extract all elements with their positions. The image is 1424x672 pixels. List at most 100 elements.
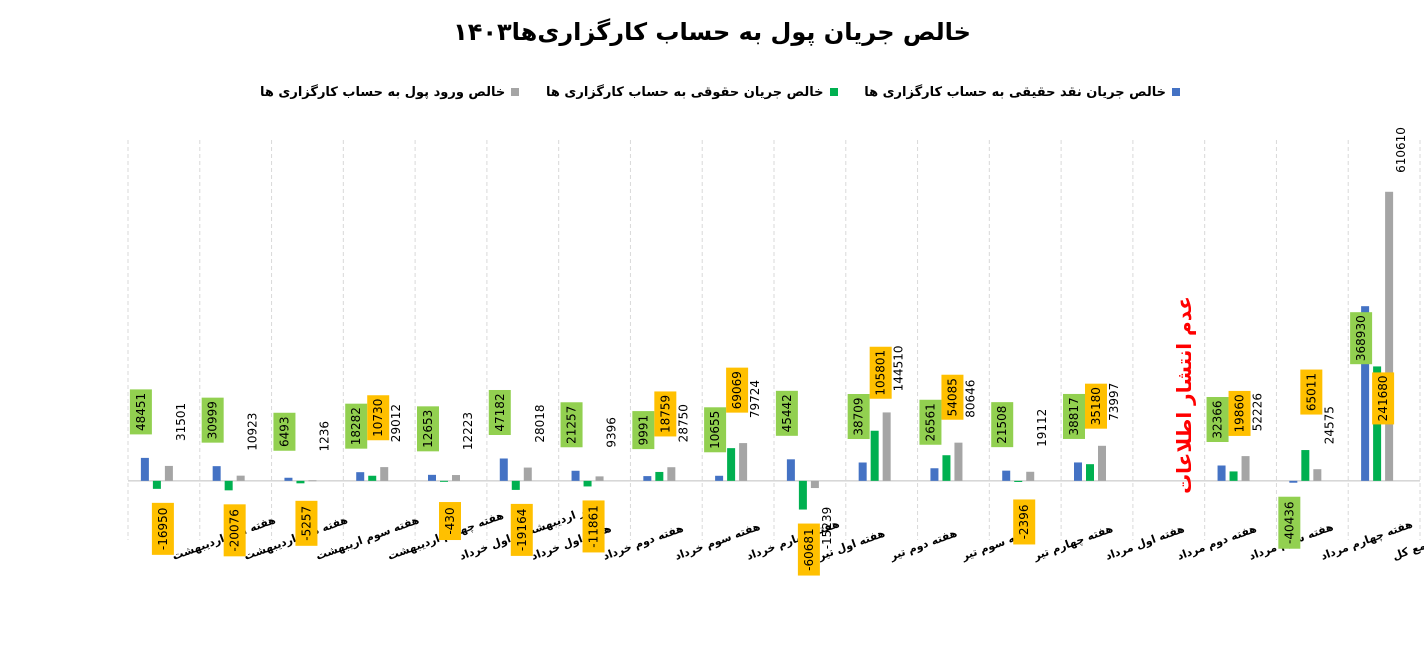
data-label-text: 21508 [995, 406, 1009, 444]
data-label-text: 24575 [1322, 406, 1336, 444]
data-label-text: 9991 [636, 415, 650, 446]
bar-real [858, 462, 867, 481]
data-label-text: -16950 [156, 508, 170, 551]
legend-swatch-total [511, 88, 520, 96]
data-label: -5257 [295, 500, 318, 546]
data-label: 24575 [1322, 406, 1336, 444]
data-label-box [632, 411, 655, 450]
data-label-box [201, 397, 224, 443]
bar-legal [296, 480, 305, 484]
data-label: 73997 [1107, 383, 1121, 421]
data-label-box [439, 502, 461, 541]
bar-total [1313, 469, 1322, 481]
legend-label-real: خالص جریان نقد حقیقی به حساب کارگزاری ها [864, 84, 1166, 100]
bar-legal [727, 448, 736, 481]
data-label-box [1063, 393, 1085, 439]
bar-real [284, 477, 293, 481]
data-label: 65011 [1300, 369, 1323, 415]
data-label-text: 1236 [317, 421, 331, 452]
data-label-box [991, 402, 1014, 448]
bar-legal [440, 480, 448, 482]
data-label-box [223, 504, 246, 557]
category-label: هفته چهارم تیر [1031, 522, 1115, 563]
data-label-box [345, 403, 368, 449]
data-label-text: -5257 [299, 506, 313, 541]
bar-total [882, 412, 891, 481]
data-label: -15239 [820, 507, 834, 550]
bar-real [140, 457, 149, 481]
data-label-text: 69069 [730, 371, 744, 409]
bar-legal [1014, 480, 1023, 482]
bar-total [1385, 191, 1394, 481]
category-label: هفته دوم تیر [887, 527, 959, 564]
bar-real [1074, 462, 1082, 481]
bar-total [164, 465, 173, 481]
data-label-text: 38817 [1067, 397, 1081, 435]
data-label-text: 29012 [389, 404, 403, 442]
data-label-text: 35180 [1089, 387, 1103, 425]
data-label-text: 12653 [421, 410, 435, 448]
data-label: 21257 [560, 402, 583, 448]
data-label: 241680 [1372, 372, 1395, 425]
legend-item-real: خالص جریان نقد حقیقی به حساب کارگزاری ها [864, 80, 1180, 104]
data-label-box [797, 523, 820, 576]
bar-legal [511, 480, 520, 490]
data-label: 105801 [869, 346, 892, 399]
data-label-box [1350, 312, 1373, 365]
data-label: 28750 [676, 404, 690, 442]
data-label-text: 54085 [945, 378, 959, 416]
data-label: 26561 [919, 399, 942, 445]
bar-legal [798, 480, 807, 510]
data-label-text: 32366 [1211, 400, 1225, 438]
data-label-text: -430 [443, 507, 457, 534]
bar-real [356, 472, 365, 481]
data-label-text: -19164 [515, 509, 529, 552]
data-label-box [869, 346, 892, 399]
bar-real [1002, 470, 1011, 481]
data-label: -40436 [1278, 496, 1301, 549]
data-label: -2396 [1013, 499, 1036, 545]
chart-title: خالص جریان پول به حساب کارگزاری‌ها۱۴۰۳ [453, 18, 971, 46]
category-label: هفته دوم مرداد [1175, 522, 1258, 563]
data-label-box [1300, 369, 1323, 415]
data-label-text: 30999 [206, 401, 220, 439]
data-label-box [726, 367, 749, 413]
legend-label-total: خالص ورود پول به حساب کارگزاری ها [260, 84, 506, 100]
bar-legal [224, 480, 233, 491]
data-label-text: 19860 [1233, 394, 1247, 432]
data-label-text: 12223 [461, 412, 475, 450]
data-label-box [488, 389, 511, 435]
bar-total [954, 442, 963, 481]
bar-legal [942, 455, 951, 481]
data-label: 19112 [1035, 409, 1049, 447]
bar-legal [1229, 471, 1238, 481]
data-label: 28018 [533, 404, 547, 442]
data-label: 29012 [389, 404, 403, 442]
data-label: 80646 [963, 380, 977, 418]
data-label: -430 [439, 502, 461, 541]
data-label: 69069 [726, 367, 749, 413]
bar-real [786, 459, 795, 481]
data-label-text: 10655 [708, 411, 722, 449]
data-label-box [1372, 372, 1395, 425]
bar-total [236, 475, 245, 481]
annotation-no-data: عدم انتشار اطلاعات [1172, 296, 1196, 494]
legend: خالص جریان نقد حقیقی به حساب کارگزاری ها… [260, 80, 1180, 104]
bar-real [1289, 480, 1298, 483]
bar-legal [583, 480, 592, 487]
bar-legal [1301, 450, 1310, 481]
data-label: 21508 [991, 402, 1014, 448]
bar-total [380, 467, 389, 481]
data-label-text: 28018 [533, 404, 547, 442]
data-label-box [1085, 383, 1107, 429]
bar-legal [870, 430, 879, 481]
data-label-box [510, 503, 533, 556]
data-label: 38817 [1063, 393, 1085, 439]
data-label-text: -20076 [228, 509, 242, 552]
data-label-box [560, 402, 583, 448]
data-label: 18282 [345, 403, 368, 449]
bar-total [810, 480, 819, 489]
data-label-text: 18282 [349, 407, 363, 445]
data-label-box [775, 390, 798, 436]
data-label-box [919, 399, 942, 445]
